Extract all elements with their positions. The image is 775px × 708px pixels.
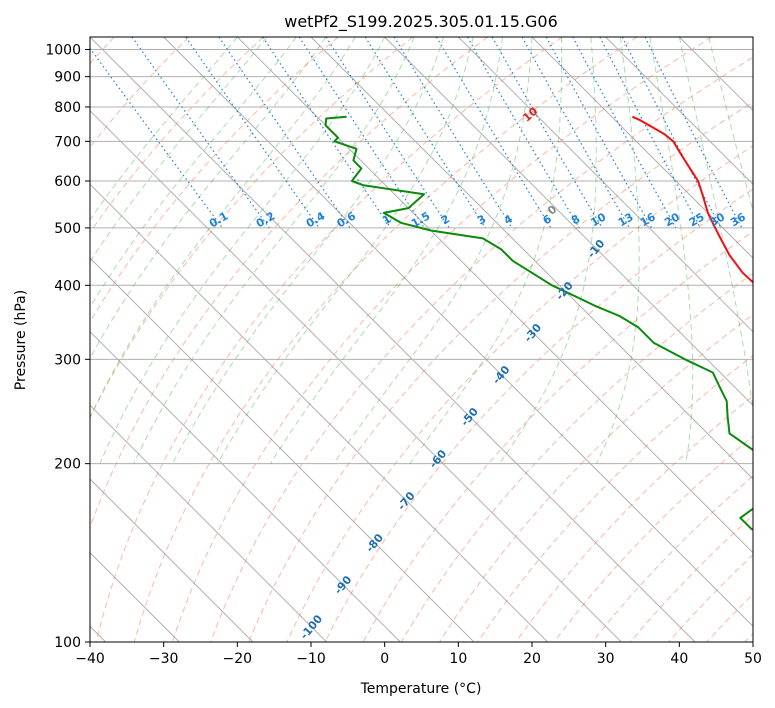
y-axis-label: Pressure (hPa) xyxy=(13,290,29,390)
moist-adiabat-line xyxy=(90,37,268,263)
x-tick-label: 30 xyxy=(597,651,615,667)
mixing-ratio-line xyxy=(393,37,513,229)
dry-adiabat-line xyxy=(210,56,753,642)
moist-adiabat-line xyxy=(217,37,474,464)
y-tick-label: 500 xyxy=(54,221,81,237)
y-tick-label: 700 xyxy=(54,134,81,150)
x-tick-label: 40 xyxy=(670,651,688,667)
dry-adiabat-line xyxy=(95,37,563,642)
mixing-ratio-line xyxy=(572,37,677,229)
isotherm-line xyxy=(457,37,753,333)
plot-frame xyxy=(89,36,754,643)
isotherm-line xyxy=(163,37,753,628)
x-tick-label: 0 xyxy=(380,651,389,667)
moist-adiabat-line xyxy=(596,37,640,464)
y-tick-label: 400 xyxy=(54,278,81,294)
mixing-ratio-line xyxy=(466,37,580,229)
isotherm-line xyxy=(90,257,475,642)
moist-adiabat-line xyxy=(649,37,694,464)
background-lines xyxy=(90,37,753,642)
isotherm-line xyxy=(90,37,696,642)
dry-adiabat-line xyxy=(133,37,638,642)
x-tick-label: −40 xyxy=(75,651,105,667)
moist-adiabat-line xyxy=(90,37,297,309)
x-tick-label: −30 xyxy=(149,651,179,667)
mixing-ratio-line xyxy=(298,37,425,229)
moist-adiabat-line xyxy=(99,37,386,464)
temperature-profile-line xyxy=(632,115,753,284)
moist-adiabat-line xyxy=(409,37,563,464)
mixing-ratio-line xyxy=(262,37,392,229)
y-tick-label: 600 xyxy=(54,174,81,190)
x-tick-label: −20 xyxy=(223,651,253,667)
y-tick-label: 200 xyxy=(54,457,81,473)
y-tick-label: 300 xyxy=(54,352,81,368)
x-tick-label: 50 xyxy=(744,651,762,667)
moist-adiabat-line xyxy=(90,37,327,360)
dry-adiabat-line xyxy=(324,188,753,642)
dry-adiabat-line xyxy=(90,37,414,420)
dry-adiabat-line xyxy=(248,101,753,642)
moist-adiabat-line xyxy=(333,37,533,464)
moist-adiabat-line xyxy=(172,37,445,464)
dry-adiabat-line xyxy=(515,395,753,642)
isotherm-line xyxy=(90,478,254,642)
mixing-ratio-line xyxy=(218,37,351,229)
x-tick-label: −10 xyxy=(296,651,326,667)
series-lines xyxy=(324,115,753,531)
moist-adiabat-line xyxy=(90,37,356,419)
x-tick-label: 20 xyxy=(523,651,541,667)
moist-adiabat-line xyxy=(90,37,238,221)
mixing-ratio-line xyxy=(364,37,486,229)
y-tick-label: 1000 xyxy=(45,43,81,59)
moist-adiabat-line xyxy=(678,37,753,414)
chart-title: wetPf2_S199.2025.305.01.15.G06 xyxy=(284,12,558,32)
isotherm-line xyxy=(90,330,401,642)
mixing-ratio-line xyxy=(435,37,552,229)
y-tick-label: 100 xyxy=(54,635,81,651)
axis-ticks: −40 −30 −20 −10 0 10 20 30 40 50 1000 900 800 700 600 5… xyxy=(45,43,762,667)
moist-adiabat-line xyxy=(270,37,503,464)
moist-adiabat-line xyxy=(499,37,597,464)
dewpoint-profile-line xyxy=(324,115,753,531)
dry-adiabat-line xyxy=(286,145,753,642)
dry-adiabat-line xyxy=(90,37,264,234)
isotherm-line xyxy=(605,37,753,186)
mixing-ratio-line xyxy=(325,37,450,229)
moist-adiabat-line xyxy=(133,37,415,464)
mixing-ratio-line xyxy=(599,37,702,229)
y-tick-label: 900 xyxy=(54,70,81,86)
x-axis-label: Temperature (°C) xyxy=(360,681,482,697)
dry-adiabat-line xyxy=(171,37,712,642)
isotherm-line xyxy=(90,109,622,642)
isotherm-line xyxy=(384,37,753,407)
x-tick-label: 10 xyxy=(449,651,467,667)
mixing-ratio-line xyxy=(185,37,320,229)
isotherm-line xyxy=(90,404,328,642)
isotherm-line xyxy=(531,37,753,259)
y-tick-label: 800 xyxy=(54,100,81,116)
isotherm-line xyxy=(90,183,549,642)
